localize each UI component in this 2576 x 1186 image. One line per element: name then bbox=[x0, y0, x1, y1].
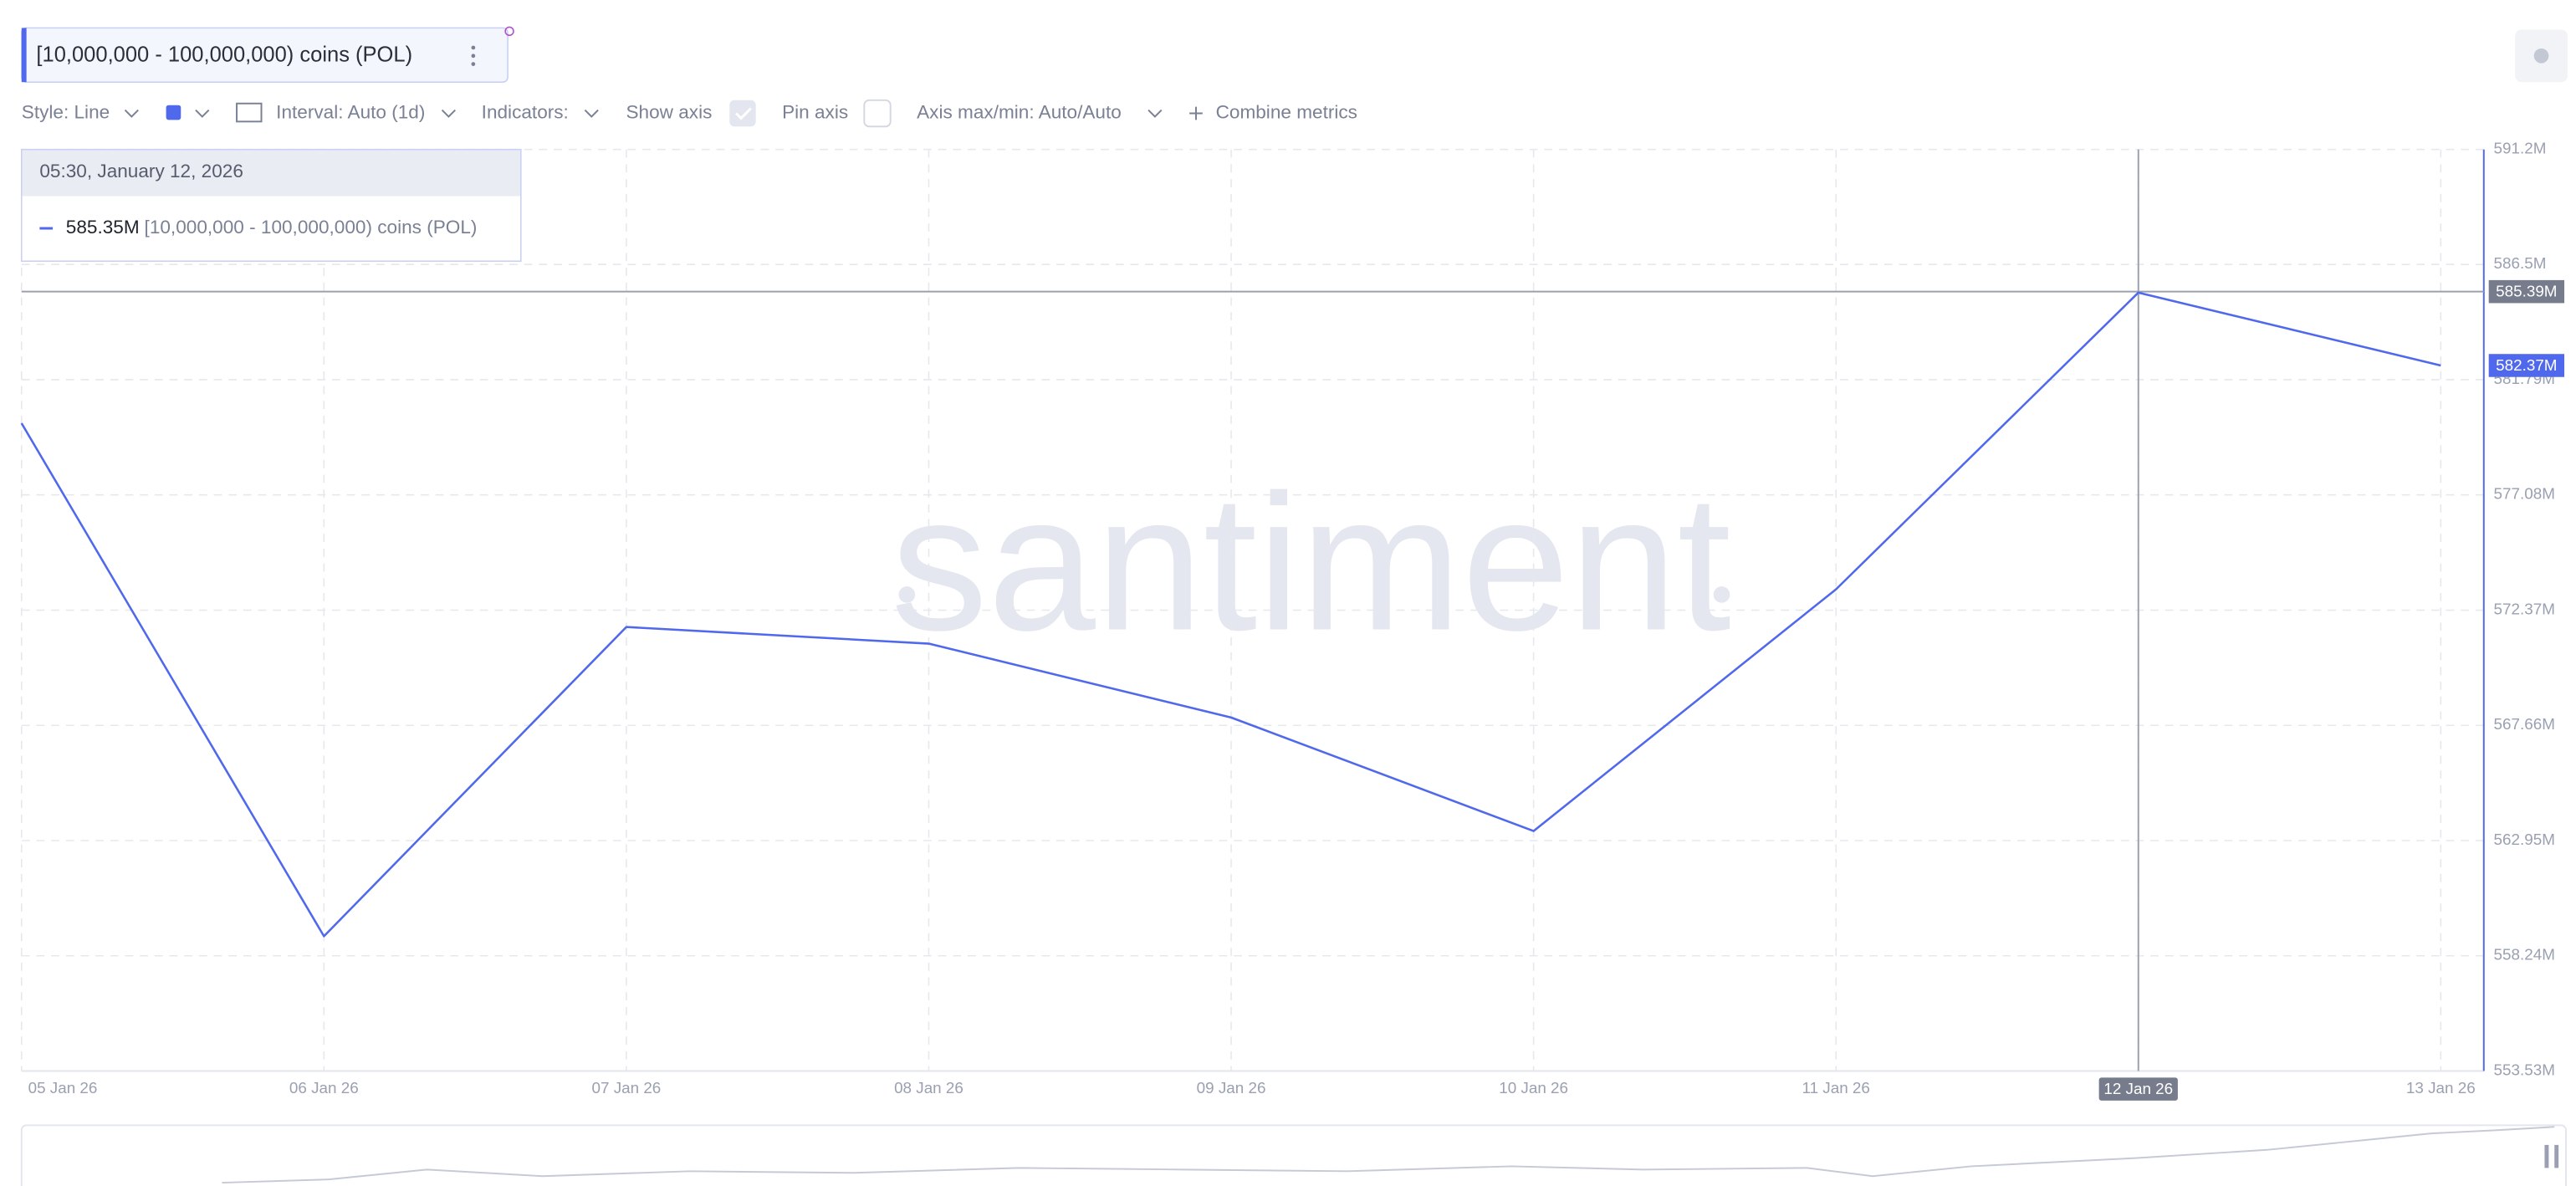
x-tick-label: 07 Jan 26 bbox=[592, 1079, 662, 1097]
menu-dot bbox=[471, 62, 476, 66]
x-tick-label: 11 Jan 26 bbox=[1802, 1079, 1869, 1097]
y-tick-label: 558.24M bbox=[2494, 946, 2555, 964]
series-line bbox=[20, 291, 2441, 938]
x-tick-label: 10 Jan 26 bbox=[1499, 1079, 1568, 1097]
y-tick-label: 567.66M bbox=[2494, 715, 2555, 733]
chevron bbox=[195, 109, 210, 118]
handle[interactable] bbox=[2554, 1144, 2559, 1168]
x-tick-label: 12 Jan 26 bbox=[2103, 1080, 2173, 1097]
chevron bbox=[124, 109, 139, 118]
metric-name[interactable]: [10,000,000 - 100,000,000) coins (POL) bbox=[36, 43, 412, 67]
tooltip-entry: 585.35M [10,000,000 - 100,000,000) coins … bbox=[66, 217, 478, 238]
check bbox=[735, 107, 752, 120]
x-tick-label: 13 Jan 26 bbox=[2406, 1079, 2476, 1097]
chevron bbox=[441, 109, 456, 118]
toolbar: Style: Line Interval: Auto (1d) Indicato… bbox=[22, 99, 1357, 128]
watermark-dot bbox=[1713, 586, 1730, 603]
plus-icon bbox=[1189, 106, 1203, 120]
watermark: santiment bbox=[891, 455, 1731, 672]
last-value-label: 582.37M bbox=[2496, 356, 2557, 374]
last-value-box bbox=[2488, 354, 2565, 377]
crosshair-label-box bbox=[2488, 279, 2565, 304]
pin-axis-checkbox[interactable] bbox=[863, 99, 892, 128]
show-axis-label[interactable]: Show axis bbox=[626, 101, 713, 122]
y-tick-label: 591.2M bbox=[2494, 140, 2547, 157]
tooltip: 05:30, January 12, 2026 585.35M [10,000,0… bbox=[20, 148, 522, 263]
y-tick-label: 553.53M bbox=[2494, 1061, 2555, 1079]
menu-dot bbox=[471, 54, 476, 59]
link-icon[interactable] bbox=[504, 26, 514, 37]
metric-pill[interactable]: [10,000,000 - 100,000,000) coins (POL) bbox=[20, 26, 514, 83]
y-tick-label: 586.5M bbox=[2494, 254, 2547, 272]
tooltip-time: 05:30, January 12, 2026 bbox=[39, 161, 243, 181]
ruler-icon bbox=[236, 102, 263, 123]
navigator[interactable] bbox=[20, 1124, 2567, 1186]
watermark-dot bbox=[898, 586, 916, 603]
combine-metrics[interactable]: Combine metrics bbox=[1216, 101, 1357, 122]
x-highlight-box bbox=[2098, 1077, 2178, 1101]
x-tick-label: 09 Jan 26 bbox=[1197, 1079, 1266, 1097]
y-tick-label: 562.95M bbox=[2494, 831, 2555, 848]
record-dot bbox=[2533, 48, 2549, 64]
navigator-line bbox=[222, 1126, 2555, 1184]
color-select[interactable] bbox=[166, 105, 181, 120]
handle[interactable] bbox=[2544, 1144, 2549, 1168]
x-tick-label: 08 Jan 26 bbox=[894, 1079, 963, 1097]
tooltip-value: 585.35M bbox=[66, 217, 140, 238]
crosshair-label: 585.39M bbox=[2496, 283, 2557, 300]
x-tick-label: 05 Jan 26 bbox=[28, 1079, 98, 1097]
y-tick-label: 572.37M bbox=[2494, 600, 2555, 617]
tooltip-metric: [10,000,000 - 100,000,000) coins (POL) bbox=[145, 217, 478, 238]
pin-axis-label[interactable]: Pin axis bbox=[782, 101, 848, 122]
show-axis-checkbox[interactable] bbox=[729, 100, 756, 127]
axis-minmax-select[interactable]: Axis max/min: Auto/Auto bbox=[917, 101, 1122, 122]
chevron bbox=[584, 109, 599, 118]
indicators-select[interactable]: Indicators: bbox=[482, 101, 569, 122]
menu-dot bbox=[471, 45, 476, 50]
pill-accent bbox=[21, 28, 27, 83]
style-select[interactable]: Style: Line bbox=[22, 101, 110, 122]
plot: 553.53M 558.24M 562.95M 567.66M 572.37M 577.0… bbox=[20, 140, 2565, 1101]
chevron bbox=[1147, 109, 1163, 118]
y-tick-label: 577.08M bbox=[2494, 485, 2555, 503]
x-tick-label: 06 Jan 26 bbox=[289, 1079, 359, 1097]
tooltip-header bbox=[22, 150, 521, 197]
interval-select[interactable]: Interval: Auto (1d) bbox=[276, 101, 425, 122]
